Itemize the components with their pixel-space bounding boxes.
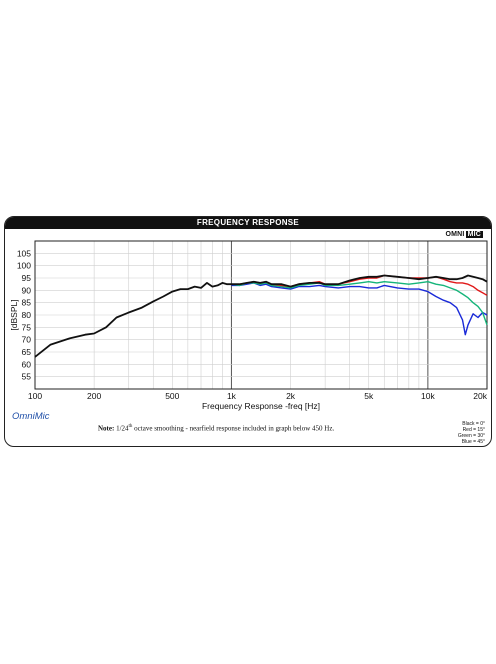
x-tick-label: 10k: [421, 391, 435, 401]
y-tick-label: 105: [17, 248, 31, 258]
series-line: [231, 282, 488, 336]
x-tick-label: 100: [28, 391, 42, 401]
x-tick-label: 1k: [227, 391, 237, 401]
angle-legend: Black = 0° Red = 15° Green = 30° Blue = …: [458, 421, 485, 445]
y-axis-label: [dBSPL]: [9, 299, 19, 330]
x-tick-label: 2k: [286, 391, 296, 401]
legend-entry: Red = 15°: [462, 427, 485, 433]
y-tick-label: 85: [22, 298, 32, 308]
note-sup: th: [128, 424, 133, 429]
smoothing-note: Note: 1/24th octave smoothing - nearfiel…: [98, 424, 334, 432]
chart-title: FREQUENCY RESPONSE: [5, 217, 491, 229]
y-tick-label: 70: [22, 335, 32, 345]
note-pre: 1/24: [114, 424, 129, 433]
y-tick-label: 100: [17, 261, 31, 271]
brand-name: OmniMic: [12, 411, 50, 422]
legend-entry: Green = 30°: [457, 433, 485, 439]
series-line: [231, 281, 488, 326]
x-tick-label: 5k: [364, 391, 374, 401]
y-tick-label: 65: [22, 347, 32, 357]
x-tick-label: 200: [87, 391, 101, 401]
y-tick-label: 90: [22, 285, 32, 295]
note-post: octave smoothing - nearfield response in…: [132, 424, 335, 433]
y-tick-label: 95: [22, 273, 32, 283]
omnimic-logo: OMNI MIC: [445, 231, 483, 238]
y-tick-label: 80: [22, 310, 32, 320]
note-label: Note:: [98, 424, 115, 433]
logo-omni: OMNI: [445, 231, 465, 238]
y-tick-label: 55: [22, 372, 32, 382]
legend-entry: Black = 0°: [462, 421, 485, 427]
y-tick-label: 60: [22, 359, 32, 369]
x-tick-label: 500: [165, 391, 179, 401]
x-tick-label: 20k: [473, 391, 487, 401]
x-axis-label: Frequency Response -freq [Hz]: [202, 401, 320, 411]
legend-entry: Blue = 45°: [461, 439, 485, 445]
frequency-response-chart: 55 60 65 70 75 80 85 90 95 100 105 100 200 500 1k 2k 5k 1…: [9, 240, 488, 411]
series-line: [34, 274, 488, 358]
logo-mic: MIC: [465, 231, 483, 238]
y-tick-label: 75: [22, 322, 32, 332]
chart-card: FREQUENCY RESPONSE OMNI MIC 55 60 65 70 75 80 8…: [4, 216, 492, 447]
